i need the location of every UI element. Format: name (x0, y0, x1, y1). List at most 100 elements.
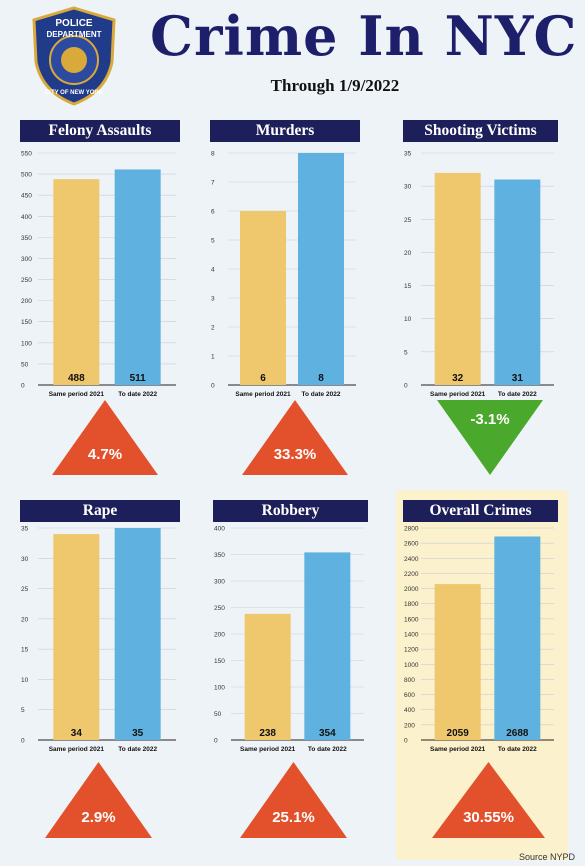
felony-assaults-chart-title: Felony Assaults (20, 120, 180, 142)
murders-tick-label: 4 (211, 267, 215, 274)
felony-assaults-change-triangle (52, 400, 158, 475)
rape-change-triangle (45, 762, 152, 838)
shooting-victims-tick-label: 15 (404, 283, 412, 290)
overall-crimes-tick-label: 2800 (404, 526, 419, 533)
felony-assaults-tick-label: 200 (21, 298, 32, 305)
murders-tick-label: 5 (211, 238, 215, 245)
murders-change-triangle (242, 400, 348, 475)
rape-tick-label: 25 (21, 586, 29, 593)
overall-crimes-category-label: Same period 2021 (430, 746, 486, 753)
robbery-tick-label: 400 (214, 526, 225, 533)
murders-tick-label: 7 (211, 180, 215, 187)
overall-crimes-tick-label: 600 (404, 692, 415, 699)
murders-tick-label: 8 (211, 151, 215, 158)
felony-assaults-tick-label: 550 (21, 151, 32, 158)
rape-value-label: 35 (132, 728, 144, 739)
shooting-victims-tick-label: 35 (404, 151, 412, 158)
murders-value-label: 8 (318, 373, 324, 384)
felony-assaults-tick-label: 350 (21, 235, 32, 242)
shooting-victims-tick-label: 10 (404, 316, 412, 323)
shooting-victims-value-label: 32 (452, 373, 464, 384)
felony-assaults-tick-label: 500 (21, 172, 32, 179)
shooting-victims-change-triangle (437, 400, 543, 475)
robbery-tick-label: 350 (214, 552, 225, 559)
murders-value-label: 6 (260, 373, 266, 384)
felony-assaults-tick-label: 450 (21, 193, 32, 200)
overall-crimes-change-triangle (432, 762, 545, 838)
overall-crimes-bar-2021 (434, 584, 481, 740)
felony-assaults-tick-label: 100 (21, 340, 32, 347)
rape-value-label: 34 (71, 728, 83, 739)
overall-crimes-category-label: To date 2022 (498, 746, 537, 753)
robbery-tick-label: 50 (214, 711, 222, 718)
overall-crimes-bar-2022 (494, 536, 541, 740)
overall-crimes-tick-label: 1400 (404, 632, 419, 639)
murders-tick-label: 1 (211, 354, 215, 361)
shooting-victims-tick-label: 30 (404, 184, 412, 191)
shooting-victims-tick-label: 0 (404, 383, 408, 390)
felony-assaults-category-label: Same period 2021 (49, 391, 105, 398)
murders-bar-2022 (298, 153, 344, 385)
felony-assaults-tick-label: 300 (21, 256, 32, 263)
murders-change-label: 33.3% (274, 446, 317, 463)
murders-tick-label: 3 (211, 296, 215, 303)
rape-tick-label: 0 (21, 738, 25, 745)
overall-crimes-tick-label: 1600 (404, 616, 419, 623)
overall-crimes-tick-label: 2400 (404, 556, 419, 563)
overall-crimes-value-label: 2059 (447, 728, 470, 739)
shooting-victims-tick-label: 5 (404, 349, 408, 356)
felony-assaults-change-label: 4.7% (88, 446, 122, 463)
robbery-bar-2021 (244, 613, 291, 740)
overall-crimes-tick-label: 0 (404, 738, 408, 745)
overall-crimes-tick-label: 1800 (404, 601, 419, 608)
shooting-victims-chart-title: Shooting Victims (403, 120, 558, 142)
shooting-victims-tick-label: 25 (404, 217, 412, 224)
rape-bar-2022 (114, 528, 161, 740)
felony-assaults-tick-label: 50 (21, 361, 29, 368)
subtitle: Through 1/9/2022 (270, 76, 400, 95)
badge-top-text: POLICE (55, 18, 93, 29)
robbery-tick-label: 300 (214, 579, 225, 586)
overall-crimes-tick-label: 1200 (404, 647, 419, 654)
shooting-victims-bar-2021 (434, 172, 481, 385)
overall-crimes-value-label: 2688 (506, 728, 529, 739)
robbery-category-label: Same period 2021 (240, 746, 296, 753)
rape-tick-label: 15 (21, 647, 29, 654)
felony-assaults-bar-2022 (114, 169, 161, 385)
shooting-victims-category-label: To date 2022 (498, 391, 537, 398)
shooting-victims-change-label: -3.1% (470, 411, 509, 428)
robbery-bar-2022 (304, 552, 351, 740)
felony-assaults-bar-2021 (53, 179, 100, 385)
main-title: Crime In NYC (150, 4, 578, 68)
murders-category-label: Same period 2021 (235, 391, 291, 398)
shooting-victims-tick-label: 20 (404, 250, 412, 257)
robbery-value-label: 354 (319, 728, 336, 739)
robbery-tick-label: 0 (214, 738, 218, 745)
overall-crimes-tick-label: 2200 (404, 571, 419, 578)
murders-tick-label: 6 (211, 209, 215, 216)
murders-bar-2021 (240, 211, 286, 385)
source-note: Source NYPD (518, 852, 575, 862)
rape-tick-label: 10 (21, 677, 29, 684)
murders-tick-label: 0 (211, 383, 215, 390)
rape-tick-label: 20 (21, 616, 29, 623)
overall-crimes-tick-label: 400 (404, 707, 415, 714)
murders-chart-title: Murders (210, 120, 360, 142)
rape-tick-label: 35 (21, 526, 29, 533)
murders-tick-label: 2 (211, 325, 215, 332)
felony-assaults-tick-label: 0 (21, 383, 25, 390)
felony-assaults-tick-label: 250 (21, 277, 32, 284)
overall-crimes-tick-label: 2600 (404, 541, 419, 548)
felony-assaults-tick-label: 400 (21, 214, 32, 221)
badge-ring-text: CITY OF NEW YORK (45, 90, 104, 96)
overall-crimes-change-label: 30.55% (463, 809, 514, 826)
rape-category-label: Same period 2021 (49, 746, 105, 753)
overall-crimes-tick-label: 800 (404, 677, 415, 684)
felony-assaults-value-label: 488 (68, 373, 85, 384)
robbery-tick-label: 250 (214, 605, 225, 612)
rape-change-label: 2.9% (81, 809, 115, 826)
rape-tick-label: 30 (21, 556, 29, 563)
robbery-change-triangle (240, 762, 347, 838)
rape-tick-label: 5 (21, 707, 25, 714)
